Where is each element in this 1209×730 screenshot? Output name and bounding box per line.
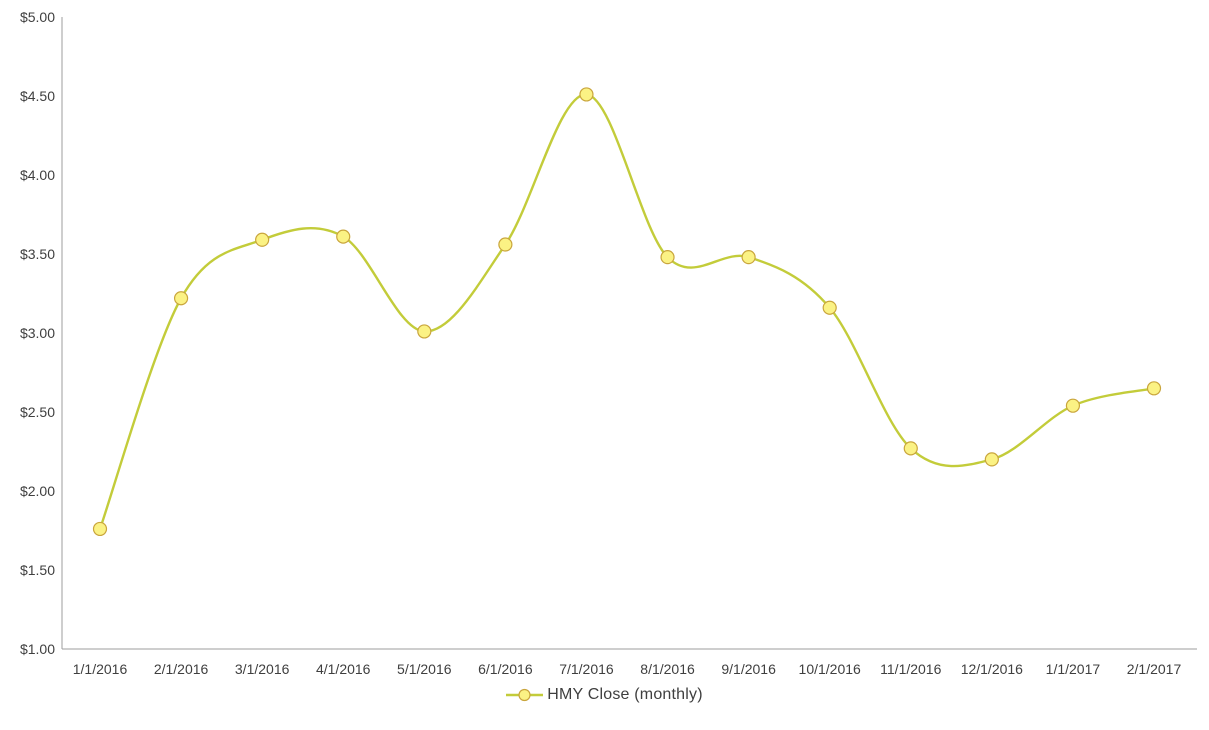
data-point-marker bbox=[255, 232, 270, 247]
y-axis-tick-label: $1.00 bbox=[20, 641, 55, 657]
data-point-marker bbox=[417, 324, 432, 339]
data-point-marker bbox=[173, 291, 189, 306]
legend-label: HMY Close (monthly) bbox=[547, 686, 703, 703]
y-axis-tick-label: $4.50 bbox=[20, 88, 55, 104]
x-axis-tick-label: 2/1/2016 bbox=[154, 661, 209, 677]
x-axis-tick-label: 9/1/2016 bbox=[721, 661, 776, 677]
y-axis-tick-label: $2.00 bbox=[20, 483, 55, 499]
x-axis-tick-label: 12/1/2016 bbox=[961, 661, 1023, 677]
y-axis-tick-label: $4.00 bbox=[20, 167, 55, 183]
chart-legend: HMY Close (monthly) bbox=[0, 686, 1209, 704]
y-axis-tick-label: $3.50 bbox=[20, 246, 55, 262]
data-point-marker bbox=[984, 452, 999, 467]
x-axis-tick-label: 8/1/2016 bbox=[640, 661, 695, 677]
x-axis-tick-label: 3/1/2016 bbox=[235, 661, 290, 677]
data-point-marker bbox=[336, 229, 351, 244]
data-point-marker bbox=[660, 250, 675, 265]
data-point-marker bbox=[579, 87, 594, 102]
x-axis-tick-label: 1/1/2017 bbox=[1046, 661, 1101, 677]
y-axis-tick-label: $5.00 bbox=[20, 9, 55, 25]
y-axis-tick-label: $1.50 bbox=[20, 562, 55, 578]
x-axis-tick-label: 4/1/2016 bbox=[316, 661, 371, 677]
data-point-marker bbox=[903, 441, 918, 456]
y-axis-tick-label: $2.50 bbox=[20, 404, 55, 420]
x-axis-tick-label: 5/1/2016 bbox=[397, 661, 452, 677]
data-point-marker bbox=[498, 237, 513, 252]
data-point-marker bbox=[1146, 381, 1162, 396]
y-axis-tick-label: $3.00 bbox=[20, 325, 55, 341]
x-axis-tick-label: 2/1/2017 bbox=[1127, 661, 1182, 677]
x-axis-tick-label: 10/1/2016 bbox=[799, 661, 861, 677]
data-point-marker bbox=[822, 300, 837, 315]
data-point-marker bbox=[92, 521, 108, 537]
x-axis-tick-label: 7/1/2016 bbox=[559, 661, 614, 677]
data-point-marker bbox=[741, 250, 756, 265]
data-point-marker bbox=[1065, 398, 1081, 413]
x-axis-tick-label: 1/1/2016 bbox=[73, 661, 128, 677]
legend-series-swatch-icon bbox=[506, 688, 544, 702]
x-axis-tick-label: 6/1/2016 bbox=[478, 661, 533, 677]
x-axis-tick-label: 11/1/2016 bbox=[880, 661, 941, 677]
